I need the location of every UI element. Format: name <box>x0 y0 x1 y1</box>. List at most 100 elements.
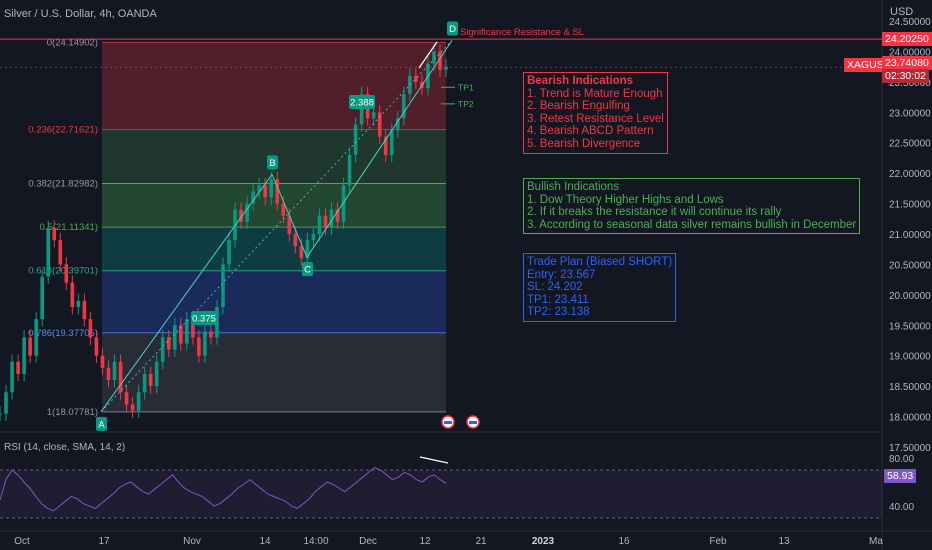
price-tick-label: 21.50000 <box>889 200 931 211</box>
candle-body <box>299 246 304 259</box>
bearish-note: Bearish Indications 1. Trend is Mature E… <box>523 72 668 154</box>
candle-body <box>179 325 183 344</box>
candle-body <box>269 179 274 198</box>
tp-marker-label: TP2 <box>458 99 474 109</box>
fib-level-label: 0.236(22.71621) <box>28 125 98 136</box>
fib-level-label: 1(18.07781) <box>47 407 98 418</box>
note-line: Bullish Indications <box>527 181 620 193</box>
candle-body <box>317 215 322 234</box>
note-line: 5. Bearish Divergence <box>527 137 641 150</box>
price-tick-label: 19.50000 <box>889 321 931 332</box>
time-tick-label: 17 <box>98 536 110 547</box>
note-line: 1. Trend is Mature Enough <box>527 87 663 100</box>
note-line: Trade Plan (Biased SHORT) <box>527 256 673 268</box>
note-line: TP2: 23.138 <box>527 306 590 319</box>
time-tick-label: 13 <box>778 536 790 547</box>
resistance-label: Significance Resistance & SL <box>460 27 584 38</box>
candle-body <box>64 264 69 283</box>
rsi-value-tag: 58.93 <box>884 469 917 483</box>
price-tick-label: 20.00000 <box>889 291 931 302</box>
us-flag-icon-stripe <box>469 421 477 424</box>
note-line: TP1: 23.411 <box>527 293 589 306</box>
candle-body <box>136 392 141 411</box>
candle-body <box>203 331 207 356</box>
candle-body <box>112 361 117 381</box>
candle-body <box>305 240 310 259</box>
candle-body <box>414 75 418 82</box>
candle-body <box>28 337 32 356</box>
fib-level-label: 0.618(20.39701) <box>28 266 98 277</box>
symbol-title: Silver / U.S. Dollar, 4h, OANDA <box>4 8 157 20</box>
candle-body <box>263 185 267 198</box>
candle-body <box>251 191 255 204</box>
resistance-price-tag: 24.20250 <box>882 32 932 46</box>
time-tick-label: 14:00 <box>303 536 328 547</box>
price-tick-label: 24.50000 <box>889 17 931 28</box>
candle-body <box>76 300 81 308</box>
candle-body <box>82 300 87 320</box>
candle-body <box>100 355 105 368</box>
candle-body <box>185 319 189 344</box>
candle-body <box>311 234 316 241</box>
candle-body <box>353 124 358 155</box>
rsi-tick-label: 40.00 <box>889 502 914 513</box>
time-tick-label: 12 <box>419 536 431 547</box>
abcd-diagonal <box>100 40 453 413</box>
candle-body <box>383 136 388 155</box>
price-tick-label: 23.00000 <box>889 108 931 119</box>
price-tick-label: 22.00000 <box>889 169 931 180</box>
candle-body <box>389 130 394 155</box>
price-tick-label: 23.50000 <box>889 78 931 89</box>
candle-body <box>4 392 8 414</box>
price-tick-label: 20.50000 <box>889 260 931 271</box>
note-line: Entry: 23.567 <box>527 268 596 281</box>
price-tick-label: 17.50000 <box>889 443 931 454</box>
fib-zone <box>102 183 446 228</box>
time-tick-label: Nov <box>183 536 201 547</box>
candle-body <box>281 203 286 216</box>
candle-body <box>148 373 153 387</box>
fib-zone <box>102 270 446 333</box>
current-price-tag: 23.74080 <box>882 56 932 70</box>
pattern-point-label: C <box>304 265 311 276</box>
ratio-label: 0.375 <box>192 314 216 325</box>
candle-body <box>124 392 129 405</box>
candle-body <box>438 51 442 70</box>
pattern-point-badge <box>302 262 313 277</box>
candle-body <box>197 337 201 356</box>
time-tick-label: 16 <box>618 536 630 547</box>
candle-body <box>16 361 20 374</box>
candle-body <box>257 185 261 192</box>
rsi-tick-label: 80.00 <box>889 454 914 465</box>
price-tick-label: 18.00000 <box>889 413 931 424</box>
candle-body <box>130 404 135 411</box>
candle-body <box>52 227 57 241</box>
ratio-badge <box>191 311 217 325</box>
candle-body <box>46 227 51 277</box>
candle-body <box>154 361 159 387</box>
note-line: 4. Bearish ABCD Pattern <box>527 125 654 138</box>
note-line: SL: 24.202 <box>527 281 583 294</box>
candle-body <box>341 185 346 222</box>
time-tick-label: Oct <box>14 536 30 547</box>
pattern-point-badge <box>447 21 458 36</box>
candle-body <box>371 112 376 119</box>
candle-body <box>0 413 2 415</box>
candle-body <box>275 179 280 204</box>
abcd-pattern-line <box>100 40 453 413</box>
candle-body <box>408 75 412 95</box>
pattern-point-label: B <box>269 158 275 169</box>
candle-body <box>402 94 406 119</box>
candle-body <box>335 209 340 222</box>
time-tick-label: Ma <box>869 536 883 547</box>
fib-zone <box>102 227 446 271</box>
candle-body <box>160 337 165 362</box>
note-line: Bearish Indications <box>527 75 634 87</box>
candle-body <box>34 319 38 356</box>
divergence-line-price <box>418 41 438 69</box>
note-line: 2. If it breaks the resistance it will c… <box>527 206 782 219</box>
rsi-label: RSI (14, close, SMA, 14, 2) <box>4 442 126 453</box>
candle-body <box>293 234 298 247</box>
candle-body <box>287 215 292 234</box>
